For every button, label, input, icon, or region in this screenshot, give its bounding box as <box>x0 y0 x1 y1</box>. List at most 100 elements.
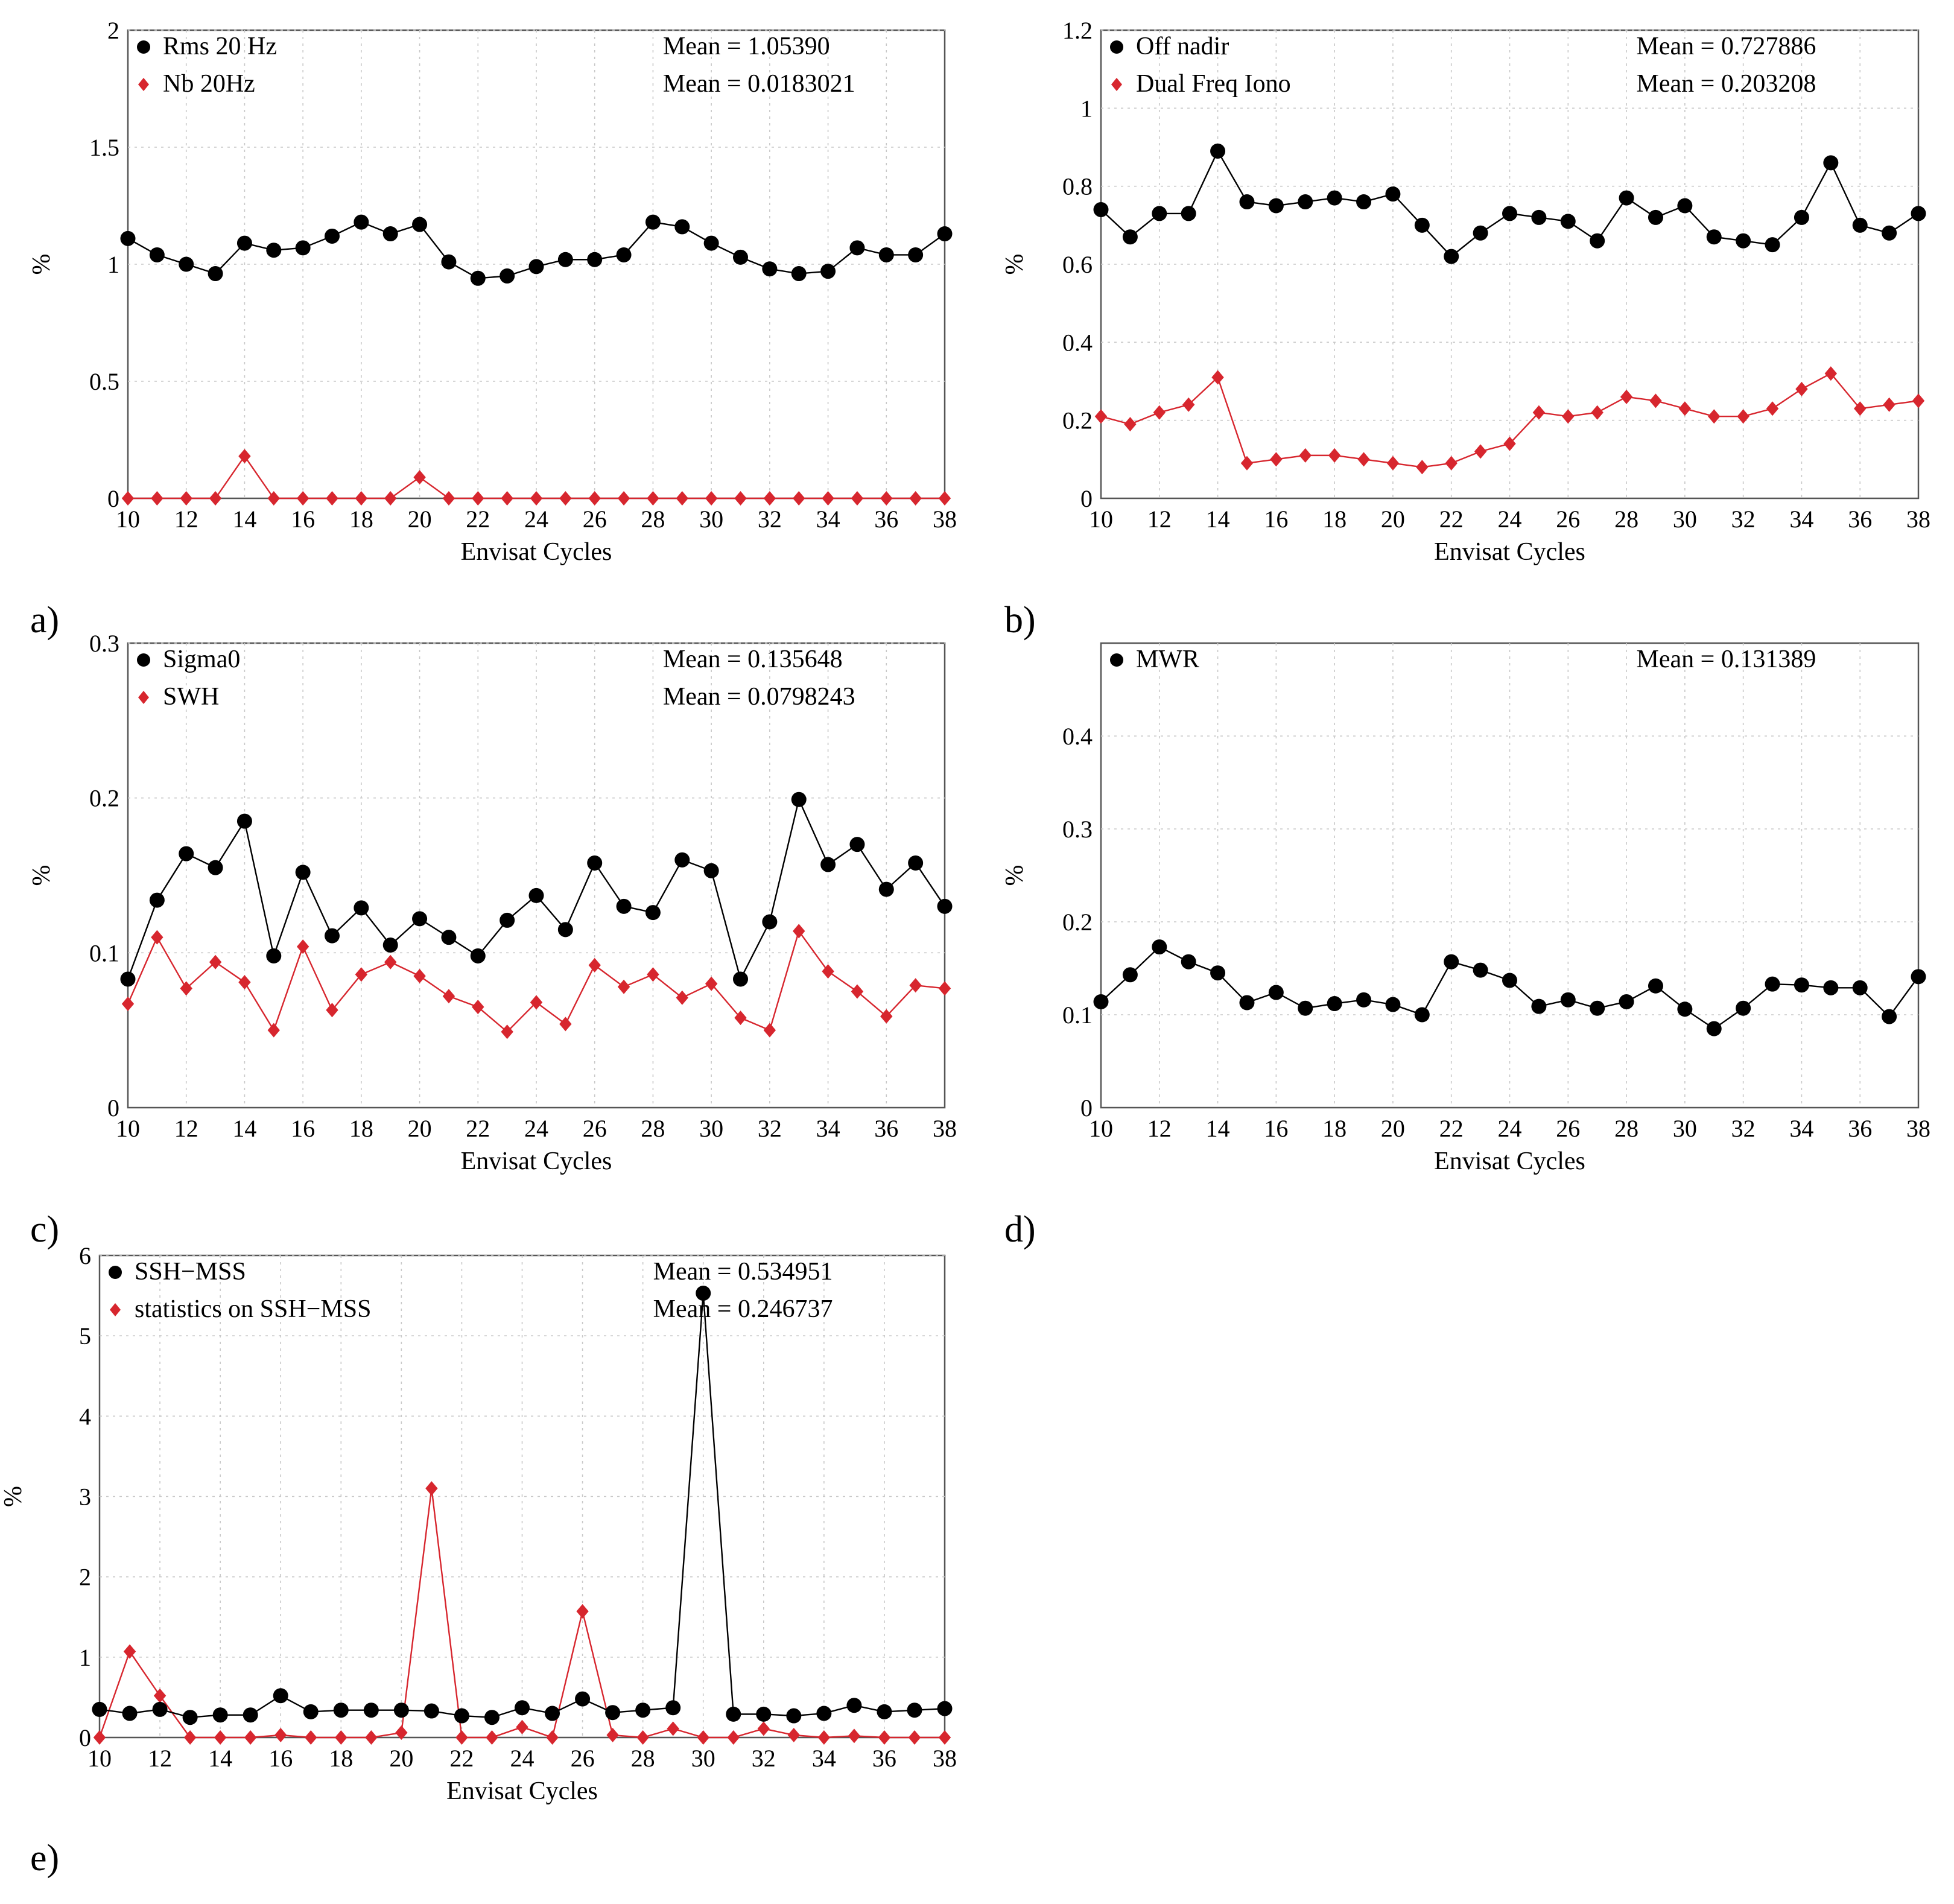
data-point <box>937 1701 953 1716</box>
data-point <box>820 857 836 872</box>
data-point <box>909 491 922 506</box>
data-point <box>696 1286 711 1301</box>
x-tick-label: 24 <box>1498 1115 1522 1142</box>
x-tick-label: 34 <box>1789 506 1813 533</box>
data-point <box>393 1702 409 1718</box>
data-point <box>1152 206 1167 221</box>
data-point <box>244 1730 257 1745</box>
data-point <box>121 491 135 506</box>
data-point <box>326 1003 338 1018</box>
x-tick-label: 30 <box>699 1115 723 1142</box>
data-point <box>183 1730 197 1745</box>
data-point <box>822 491 834 506</box>
data-point <box>179 846 194 862</box>
data-point <box>793 924 805 939</box>
data-point <box>1737 409 1749 424</box>
y-tick-label: 0.3 <box>89 630 119 657</box>
data-point <box>848 1728 861 1744</box>
x-tick-label: 28 <box>1614 506 1638 533</box>
data-point <box>762 261 778 277</box>
data-point <box>1298 1000 1313 1016</box>
series-dual-freq-iono <box>1094 366 1925 475</box>
data-point <box>363 1702 379 1718</box>
data-point <box>236 813 252 829</box>
data-point <box>606 1728 619 1743</box>
data-point <box>1590 1000 1605 1016</box>
x-tick-label: 36 <box>872 1745 896 1772</box>
data-point <box>763 491 776 506</box>
data-point <box>545 1706 560 1721</box>
y-tick-label: 0.8 <box>1062 173 1093 200</box>
data-point <box>575 1691 591 1707</box>
data-point <box>1298 194 1313 210</box>
x-tick-label: 12 <box>1147 506 1172 533</box>
data-point <box>528 259 544 274</box>
data-point <box>665 1700 681 1716</box>
y-tick-label: 6 <box>79 1242 91 1269</box>
data-point <box>365 1730 378 1745</box>
x-tick-label: 34 <box>1789 1115 1813 1142</box>
data-point <box>1531 209 1547 225</box>
data-point <box>472 1000 484 1015</box>
data-point <box>1852 217 1868 233</box>
x-tick-label: 16 <box>1264 1115 1288 1142</box>
data-point <box>793 491 805 506</box>
series-off-nadir <box>1093 143 1926 264</box>
data-point <box>335 1730 347 1745</box>
series-ssh-mss <box>92 1286 953 1725</box>
data-point <box>756 1706 772 1722</box>
x-tick-label: 16 <box>291 1115 315 1142</box>
series-sigma0 <box>120 792 953 987</box>
chart-panel-a: 10 12 14 16 18 20 22 24 26 28 30 32 34 36 38 0 0.5 1 1.5 2 E… <box>28 17 957 641</box>
data-point <box>1502 973 1517 988</box>
y-axis-title: % <box>1001 254 1029 275</box>
legend-marker <box>109 1266 122 1279</box>
legend-marker <box>138 78 149 91</box>
data-point <box>786 1708 802 1724</box>
data-point <box>528 887 544 903</box>
data-point <box>1648 209 1663 225</box>
legend-marker <box>1110 40 1123 54</box>
data-point <box>266 243 282 258</box>
x-tick-label: 12 <box>174 1115 198 1142</box>
data-point <box>1560 214 1576 229</box>
data-point <box>296 491 309 506</box>
x-tick-label: 26 <box>1556 506 1580 533</box>
data-point <box>530 491 543 506</box>
data-point <box>1270 452 1283 467</box>
panel-label: d) <box>1004 1209 1036 1250</box>
data-point <box>617 491 630 506</box>
data-point <box>703 235 719 251</box>
data-point <box>1124 417 1137 432</box>
data-point <box>636 1730 649 1745</box>
data-point <box>425 1481 438 1496</box>
data-point <box>1562 409 1575 424</box>
data-point <box>423 1703 439 1719</box>
y-tick-label: 5 <box>79 1322 91 1350</box>
x-tick-label: 30 <box>1673 506 1697 533</box>
data-point <box>209 954 222 969</box>
data-point <box>726 1706 741 1722</box>
legend-label: SWH <box>163 683 219 711</box>
data-point <box>208 266 223 282</box>
data-point <box>295 240 311 256</box>
data-point <box>1677 198 1693 214</box>
data-point <box>1356 992 1372 1008</box>
x-tick-label: 20 <box>408 1115 432 1142</box>
y-tick-label: 0.4 <box>1062 329 1093 356</box>
data-point <box>1824 366 1838 381</box>
x-tick-label: 26 <box>583 506 607 533</box>
data-point <box>1706 1021 1722 1036</box>
data-point <box>791 266 807 282</box>
data-point <box>1268 985 1284 1000</box>
data-point <box>1794 977 1809 993</box>
x-tick-label: 22 <box>1439 1115 1464 1142</box>
data-point <box>354 900 369 916</box>
mean-label: Mean = 0.131389 <box>1637 646 1816 673</box>
y-tick-label: 3 <box>79 1484 91 1511</box>
data-point <box>1122 229 1138 245</box>
legend-marker <box>137 40 150 54</box>
y-tick-label: 4 <box>79 1403 91 1430</box>
data-point <box>880 1009 893 1024</box>
data-point <box>1911 206 1926 221</box>
